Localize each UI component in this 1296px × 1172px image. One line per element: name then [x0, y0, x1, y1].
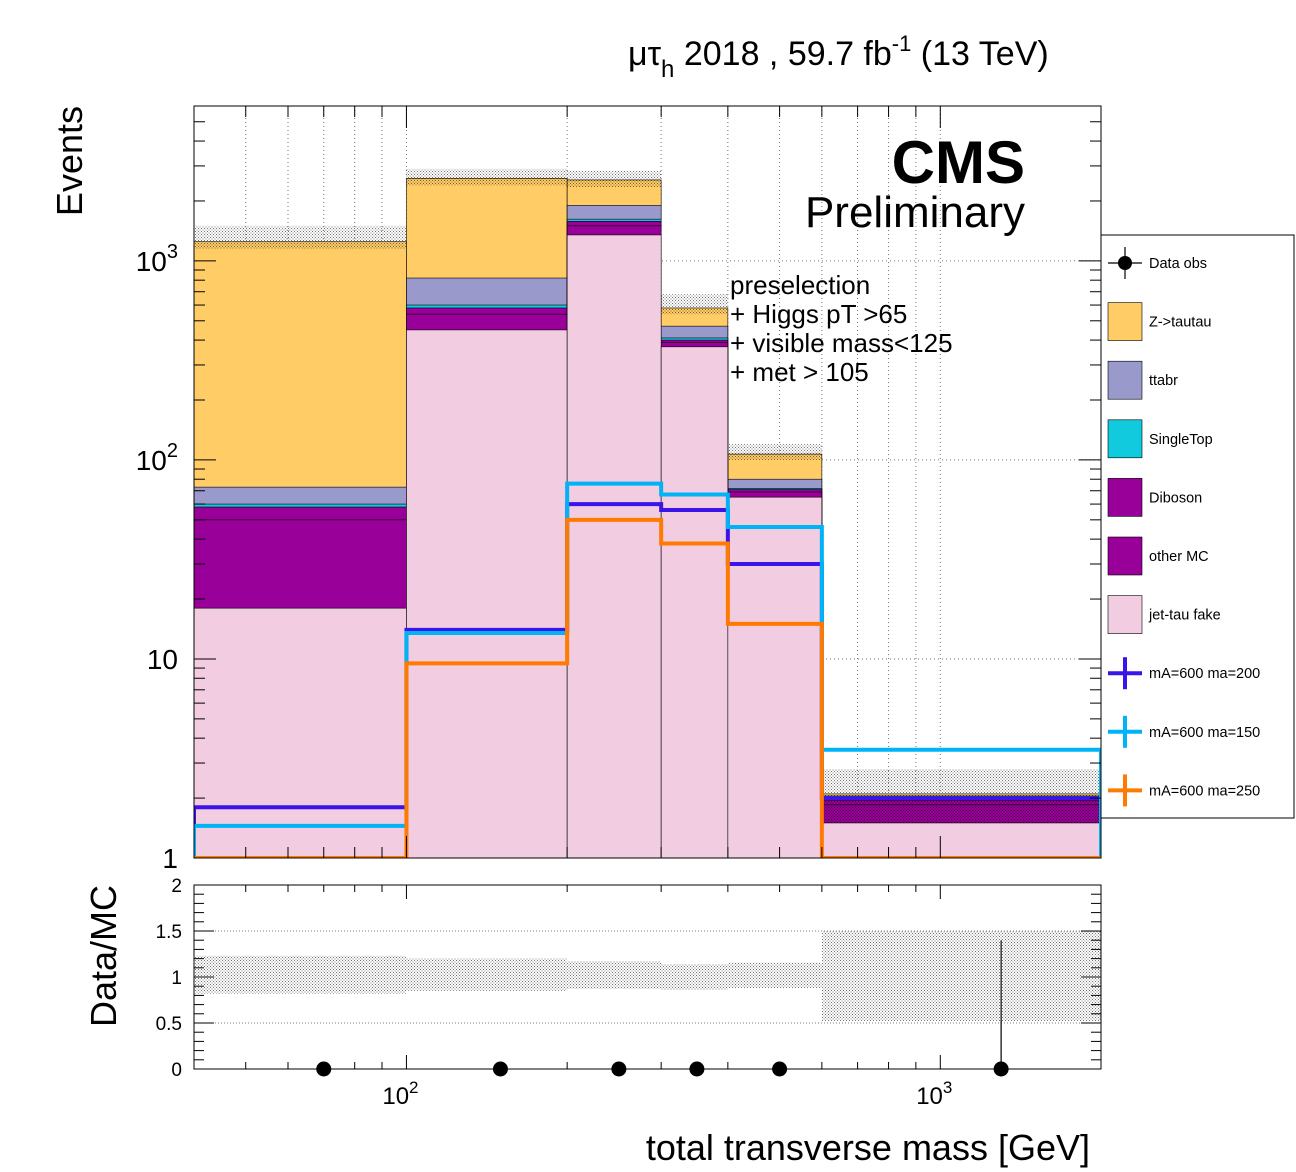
ratio-y-tick-label: 0.5 [156, 1014, 182, 1035]
ratio-band-bin [727, 962, 822, 989]
x-tick-label: 102 [382, 1078, 418, 1110]
ratio-uncertainty-band [194, 931, 1101, 1022]
stack-bar-jetfake [727, 496, 823, 858]
legend-label: mA=600 ma=250 [1149, 783, 1260, 799]
selection-line: preselection [730, 270, 870, 300]
ratio-panel: 0 0.5 1 1.5 2 102 103 [156, 876, 1102, 1110]
legend-swatch [1107, 595, 1143, 634]
legend-entry: SingleTop [1107, 419, 1213, 459]
legend-entry: mA=600 ma=150 [1108, 715, 1260, 748]
y-tick-label: 103 [136, 241, 178, 277]
lumi-label: μτh 2018 , 59.7 fb-1 (13 TeV) [628, 31, 1049, 83]
x-tick-label: 103 [916, 1078, 952, 1110]
ratio-y-tick-labels: 0 0.5 1 1.5 2 [156, 876, 182, 1081]
stack-bar-jetfake [406, 329, 568, 858]
selection-line: + visible mass<125 [730, 328, 953, 358]
legend-swatch [1107, 360, 1143, 400]
legend-swatch [1107, 478, 1143, 517]
ratio-y-tick-label: 1.5 [156, 922, 182, 943]
y-axis-title: Events [49, 106, 90, 216]
y-tick-label: 1 [162, 843, 178, 874]
stack-bar-jetfake [821, 822, 1101, 858]
stack-bar-jetfake [660, 346, 729, 858]
legend-label: Diboson [1149, 490, 1202, 506]
main-panel: 1 10 102 103 [136, 105, 1102, 874]
ratio-y-axis-title: Data/MC [83, 885, 124, 1027]
legend-label: Z->tautau [1149, 315, 1211, 331]
legend-label: jet-tau fake [1148, 608, 1221, 624]
legend-entry: mA=600 ma=250 [1108, 774, 1260, 807]
legend-label: SingleTop [1149, 432, 1213, 448]
ratio-grid [194, 930, 1101, 1024]
uncertainty-band-bin [727, 444, 822, 460]
ratio-band-bin [821, 931, 1101, 1022]
main-y-tick-labels: 1 10 102 103 [136, 241, 178, 874]
legend-label: mA=600 ma=200 [1149, 666, 1260, 682]
legend-entry: other MC [1107, 536, 1209, 576]
uncertainty-band [194, 168, 1101, 823]
legend: Data obs Z->tautau ttabr SingleTop Diboson ot… [1100, 234, 1295, 819]
legend-entry: ttabr [1107, 360, 1178, 400]
signal-line-sig250 [194, 517, 1101, 858]
stack-bar-jetfake [194, 607, 407, 858]
main-axis-ticks [194, 105, 1101, 859]
cms-label: CMS [892, 129, 1025, 196]
selection-text: preselection + Higgs pT >65 + visible ma… [730, 270, 953, 387]
uncertainty-band-bin [661, 294, 728, 315]
legend-marker [1118, 256, 1132, 270]
ratio-band-bin [567, 961, 662, 989]
legend-swatch [1107, 419, 1143, 459]
ratio-band-bin [661, 964, 728, 990]
ratio-axis-ticks [194, 884, 1101, 1070]
legend-entry: Z->tautau [1107, 302, 1211, 341]
uncertainty-band-bin [406, 168, 568, 186]
selection-line: + met > 105 [730, 357, 869, 387]
uncertainty-band-bin [567, 170, 662, 188]
x-axis-title: total transverse mass [GeV] [646, 1127, 1090, 1168]
uncertainty-band-bin [821, 768, 1101, 823]
ratio-band-bin [406, 958, 568, 991]
ratio-y-tick-label: 1 [171, 968, 182, 989]
x-tick-labels: 102 103 [382, 1078, 952, 1110]
ratio-y-tick-label: 0 [171, 1060, 182, 1081]
legend-entry: mA=600 ma=200 [1108, 657, 1260, 690]
ratio-band-bin [194, 955, 407, 994]
legend-entry: Diboson [1107, 478, 1202, 517]
stack-bar-jetfake [566, 234, 662, 858]
legend-label: Data obs [1149, 256, 1207, 272]
legend-entry: Data obs [1108, 247, 1207, 279]
signal-histograms [194, 481, 1101, 858]
ratio-y-tick-label: 2 [171, 876, 182, 897]
y-tick-label: 102 [136, 440, 178, 476]
legend-entry: jet-tau fake [1107, 595, 1221, 634]
preliminary-label: Preliminary [805, 188, 1025, 237]
uncertainty-band-bin [194, 225, 407, 249]
background-stack [194, 177, 1101, 858]
legend-label: mA=600 ma=150 [1149, 725, 1260, 741]
legend-swatch [1107, 536, 1143, 576]
legend-swatch [1107, 302, 1143, 341]
selection-line: + Higgs pT >65 [730, 299, 907, 329]
y-tick-label: 10 [147, 644, 178, 675]
legend-label: ttabr [1149, 373, 1178, 389]
legend-label: other MC [1149, 549, 1209, 565]
